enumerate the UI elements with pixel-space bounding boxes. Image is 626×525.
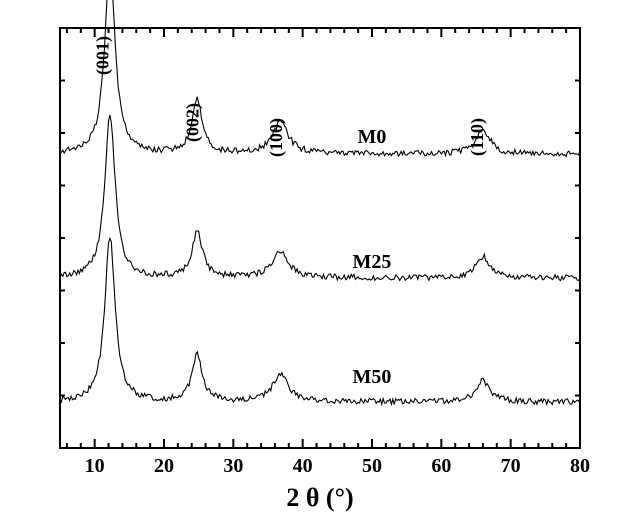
series-labels: M0 M25 M50	[353, 126, 392, 388]
x-tick-label: 80	[570, 455, 590, 477]
peak-labels: (001) (002) (100) (110)	[93, 36, 488, 157]
xrd-pattern-m50	[60, 238, 580, 404]
xrd-patterns	[60, 0, 580, 404]
x-tick-label: 30	[223, 455, 243, 477]
xrd-pattern-m0	[60, 0, 580, 157]
x-tick-label: 40	[293, 455, 313, 477]
series-label-m25: M25	[353, 251, 392, 273]
peak-label: (001)	[93, 36, 114, 75]
x-axis-ticks	[60, 28, 580, 448]
plot-border	[60, 28, 580, 448]
peak-label: (110)	[467, 118, 488, 156]
series-label-m50: M50	[353, 366, 392, 388]
x-tick-label: 70	[501, 455, 521, 477]
xrd-chart: 1020304050607080 2 θ (°) M0M25M50 (001)(…	[0, 0, 626, 525]
peak-label: (100)	[266, 118, 287, 157]
x-tick-label: 20	[154, 455, 174, 477]
x-axis-tick-labels: 10 20 30 40 50 60 70 80	[85, 455, 590, 477]
peak-label: (002)	[183, 103, 204, 142]
x-tick-label: 60	[431, 455, 451, 477]
x-axis-title: 2 θ (°)	[286, 483, 353, 512]
x-tick-label: 50	[362, 455, 382, 477]
series-label-m0: M0	[358, 126, 387, 148]
chart-svg: 1020304050607080 2 θ (°) M0M25M50 (001)(…	[0, 0, 626, 525]
x-tick-label: 10	[85, 455, 105, 477]
xrd-pattern-m25	[60, 115, 580, 281]
